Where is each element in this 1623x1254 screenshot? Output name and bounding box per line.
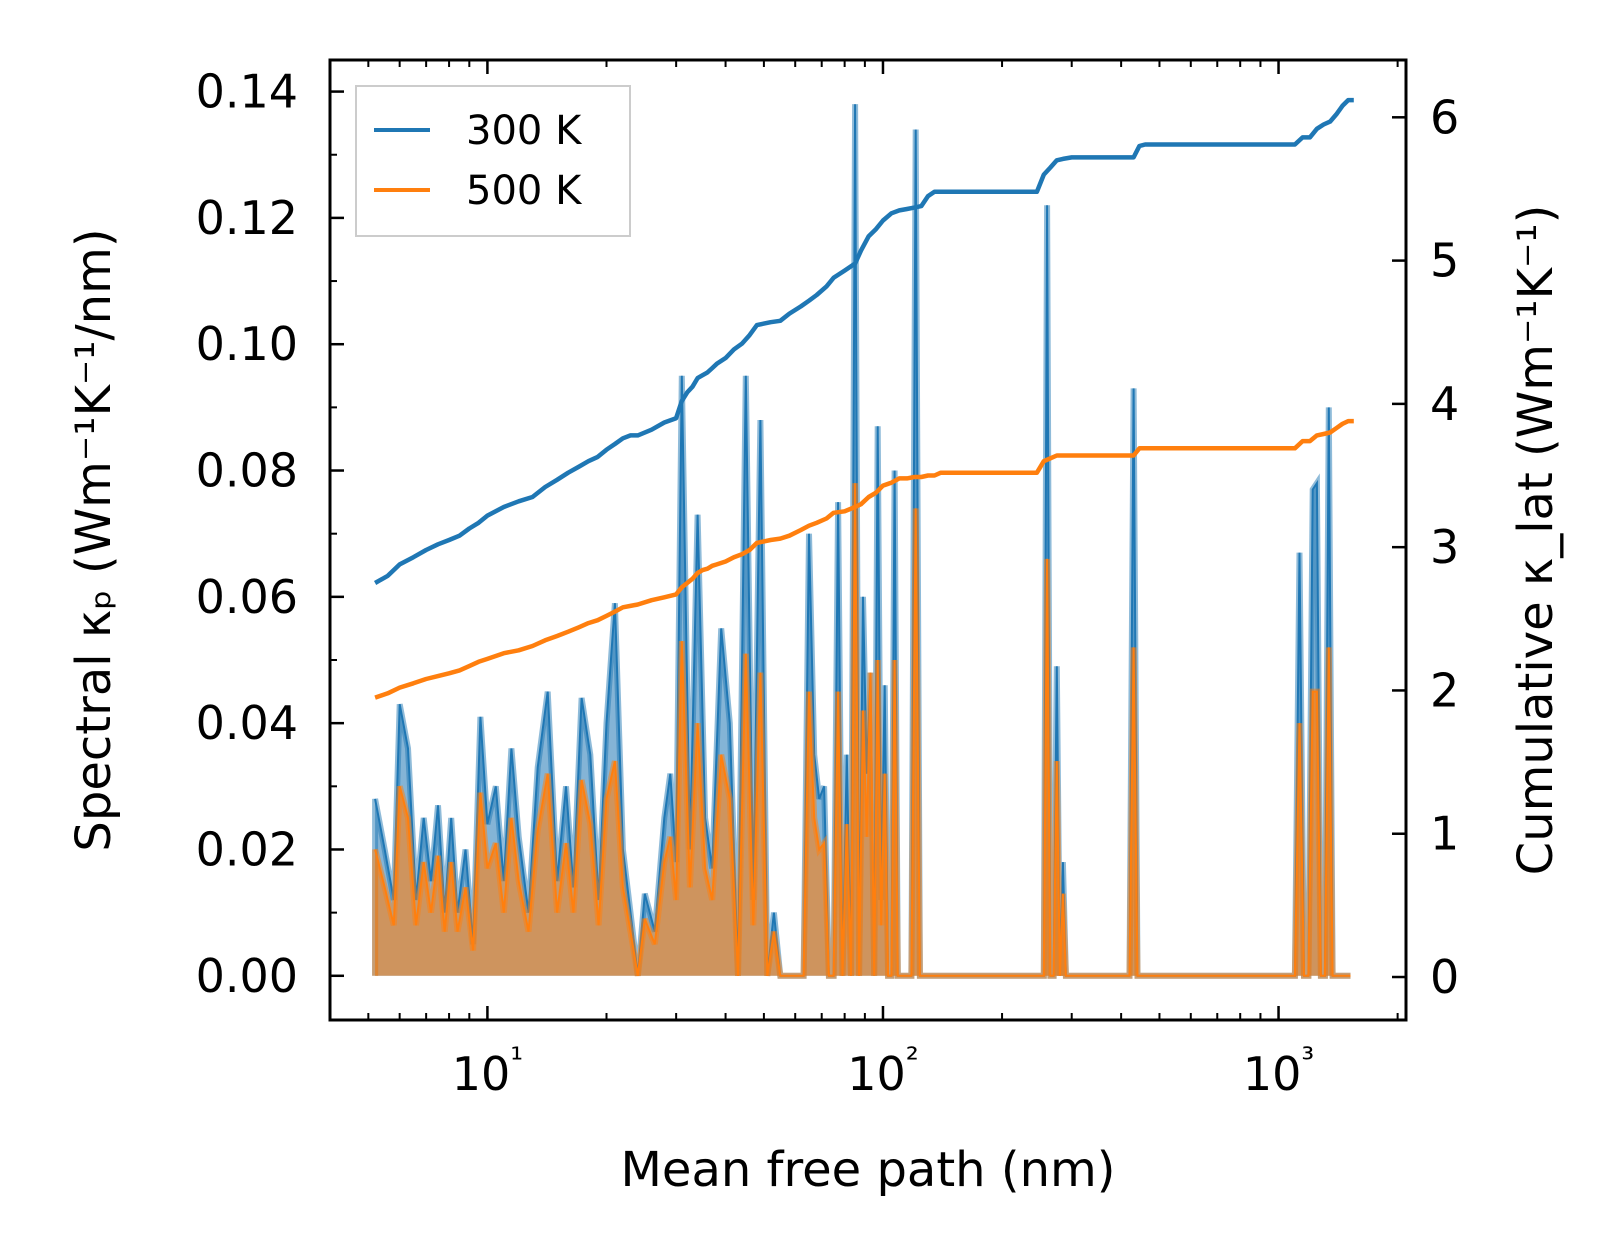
y-left-tick-label: 0.00: [196, 949, 298, 1003]
y-left-tick-label: 0.02: [196, 822, 298, 876]
y-right-tick-label: 4: [1430, 377, 1459, 431]
legend-label-300k: 300 K: [466, 108, 583, 154]
legend-box: [355, 85, 631, 237]
y-right-tick-label: 0: [1430, 950, 1459, 1004]
y-left-tick-label: 0.06: [196, 570, 298, 624]
x-tick-label: 10²: [847, 1040, 918, 1101]
legend-label-500k: 500 K: [466, 168, 583, 214]
y-left-tick-label: 0.04: [196, 696, 298, 750]
y-left-tick-label: 0.12: [196, 191, 298, 245]
plot-frame: [328, 58, 1408, 1022]
y-right-tick-label: 5: [1430, 234, 1459, 288]
y-axis-right-title: Cumulative κ_lat (Wm⁻¹K⁻¹): [1508, 205, 1564, 876]
y-left-tick-label: 0.10: [196, 317, 298, 371]
cumulative-lines: [373, 97, 1354, 700]
spectral-line-500k: [374, 483, 1351, 977]
x-axis-title: Mean free path (nm): [621, 1142, 1116, 1198]
y-axis-left-title: Spectral κₚ (Wm⁻¹K⁻¹/nm): [66, 228, 122, 851]
y-left-tick-label: 0.14: [196, 65, 298, 119]
axis-ticks: 10¹ 10² 10³ 0.00 0.02 0.04 0.06 0.08 0.10 0.12 0.1…: [196, 60, 1459, 1101]
cumulative-line-300k: [373, 97, 1354, 585]
cumulative-line-500k: [374, 418, 1354, 700]
y-left-tick-label: 0.08: [196, 444, 298, 498]
x-tick-label: 10³: [1243, 1040, 1314, 1101]
y-right-tick-label: 3: [1430, 520, 1459, 574]
legend: 300 K 500 K: [355, 85, 631, 237]
y-right-tick-label: 6: [1430, 90, 1459, 144]
x-tick-label: 10¹: [452, 1040, 523, 1101]
y-right-tick-label: 1: [1430, 807, 1459, 861]
y-right-tick-label: 2: [1430, 663, 1459, 717]
spectral-fills: [372, 104, 1351, 979]
